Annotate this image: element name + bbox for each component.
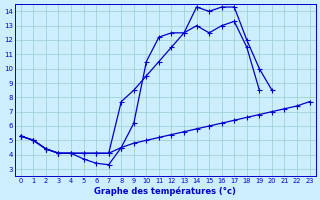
X-axis label: Graphe des températures (°c): Graphe des températures (°c) (94, 186, 236, 196)
